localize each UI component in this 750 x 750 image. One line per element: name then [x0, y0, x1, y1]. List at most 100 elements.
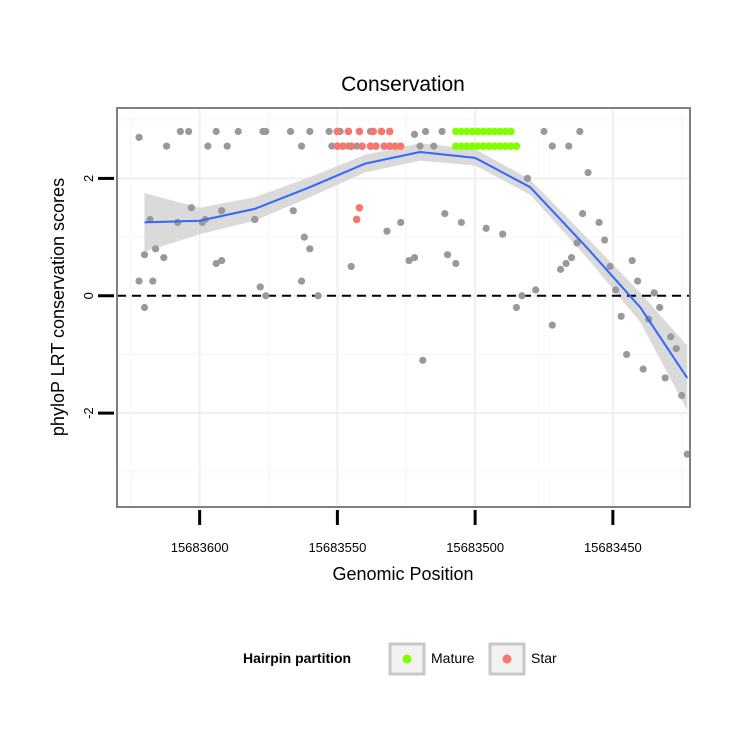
x-axis-title: Genomic Position	[332, 564, 473, 584]
data-point	[573, 239, 581, 247]
data-point-mature	[507, 142, 515, 150]
data-point	[262, 292, 270, 300]
smooth-trend-line	[144, 150, 689, 379]
data-point	[416, 142, 424, 150]
data-point-mature	[457, 142, 466, 150]
data-point	[135, 277, 143, 285]
y-tick-label: -2	[81, 407, 96, 419]
data-point-mature	[463, 127, 471, 136]
x-tick-label: 15683550	[308, 540, 366, 555]
data-point	[661, 374, 669, 382]
data-point	[617, 312, 625, 320]
plot-border	[116, 107, 691, 508]
data-point	[540, 127, 548, 136]
data-point-mature	[457, 127, 466, 136]
data-point	[623, 350, 631, 359]
data-point	[634, 277, 642, 285]
data-point	[325, 127, 333, 136]
data-point	[297, 142, 306, 150]
data-point-star	[380, 142, 389, 150]
x-tick-label: 15683600	[171, 540, 229, 555]
data-point-star	[369, 127, 377, 136]
data-point	[162, 142, 171, 150]
data-point	[347, 262, 355, 271]
data-point	[212, 127, 220, 136]
data-point	[612, 286, 620, 294]
data-point	[548, 142, 556, 150]
data-point-mature	[507, 127, 515, 136]
data-point	[251, 215, 259, 224]
data-point-star	[333, 142, 342, 150]
data-point	[482, 224, 490, 232]
data-point	[204, 142, 212, 150]
data-point	[140, 303, 149, 312]
data-point-mature	[485, 127, 493, 136]
data-point-star	[344, 127, 353, 136]
data-point-mature	[474, 142, 482, 150]
data-point	[297, 277, 306, 285]
data-point	[512, 303, 521, 312]
data-point-mature	[496, 142, 504, 150]
data-point	[595, 218, 603, 227]
y-axis-title: phyloP LRT conservation scores	[48, 178, 68, 436]
data-point	[639, 365, 647, 373]
data-point	[441, 210, 449, 218]
y-axis: -2 0 2	[81, 175, 114, 419]
data-point-star	[352, 215, 361, 224]
data-point	[160, 254, 168, 262]
data-point	[140, 251, 149, 259]
data-point	[256, 283, 264, 291]
grid-lines	[117, 108, 690, 507]
data-point-star	[355, 127, 364, 136]
data-point	[650, 289, 658, 297]
data-point	[584, 168, 592, 177]
data-point	[562, 259, 570, 268]
data-point	[556, 265, 565, 273]
data-point	[421, 127, 430, 136]
data-point-mature	[452, 127, 460, 136]
data-point	[289, 207, 297, 215]
data-point	[567, 254, 576, 262]
data-point-star	[396, 142, 405, 150]
data-point	[532, 286, 540, 294]
data-point-star	[333, 127, 342, 136]
data-point	[443, 251, 452, 259]
data-point	[410, 130, 419, 139]
data-point	[678, 391, 686, 400]
data-point	[306, 127, 314, 136]
legend-label-star: Star	[531, 650, 557, 666]
legend-title: Hairpin partition	[243, 650, 351, 666]
data-point	[576, 127, 584, 136]
data-point	[672, 344, 680, 353]
legend: Hairpin partition Mature Star	[243, 642, 557, 676]
data-point-mature	[496, 127, 504, 136]
data-point-mature	[468, 142, 477, 150]
data-point	[223, 142, 231, 150]
legend-label-mature: Mature	[431, 650, 475, 666]
data-point	[234, 127, 242, 136]
data-point	[300, 233, 308, 241]
data-point-star	[366, 142, 375, 150]
data-point	[176, 127, 184, 136]
data-point	[151, 245, 160, 253]
data-point-star	[339, 142, 347, 150]
data-point	[518, 292, 526, 300]
data-point-mature	[474, 127, 482, 136]
plot-area	[116, 107, 691, 508]
legend-swatch-star	[502, 654, 512, 664]
plot-panel	[117, 108, 690, 507]
data-point-star	[385, 142, 394, 150]
data-point	[410, 254, 419, 262]
data-point	[328, 142, 336, 150]
data-point-mature	[479, 127, 488, 136]
x-tick-label: 15683500	[446, 540, 504, 555]
data-point-star	[347, 142, 355, 150]
y-tick-label: 2	[81, 175, 96, 182]
data-point	[601, 236, 609, 244]
chart-title: Conservation	[341, 73, 465, 96]
data-point	[430, 142, 438, 150]
data-point	[218, 207, 226, 215]
data-point	[135, 133, 143, 141]
x-axis: 15683600 15683550 15683500 15683450	[171, 510, 642, 555]
